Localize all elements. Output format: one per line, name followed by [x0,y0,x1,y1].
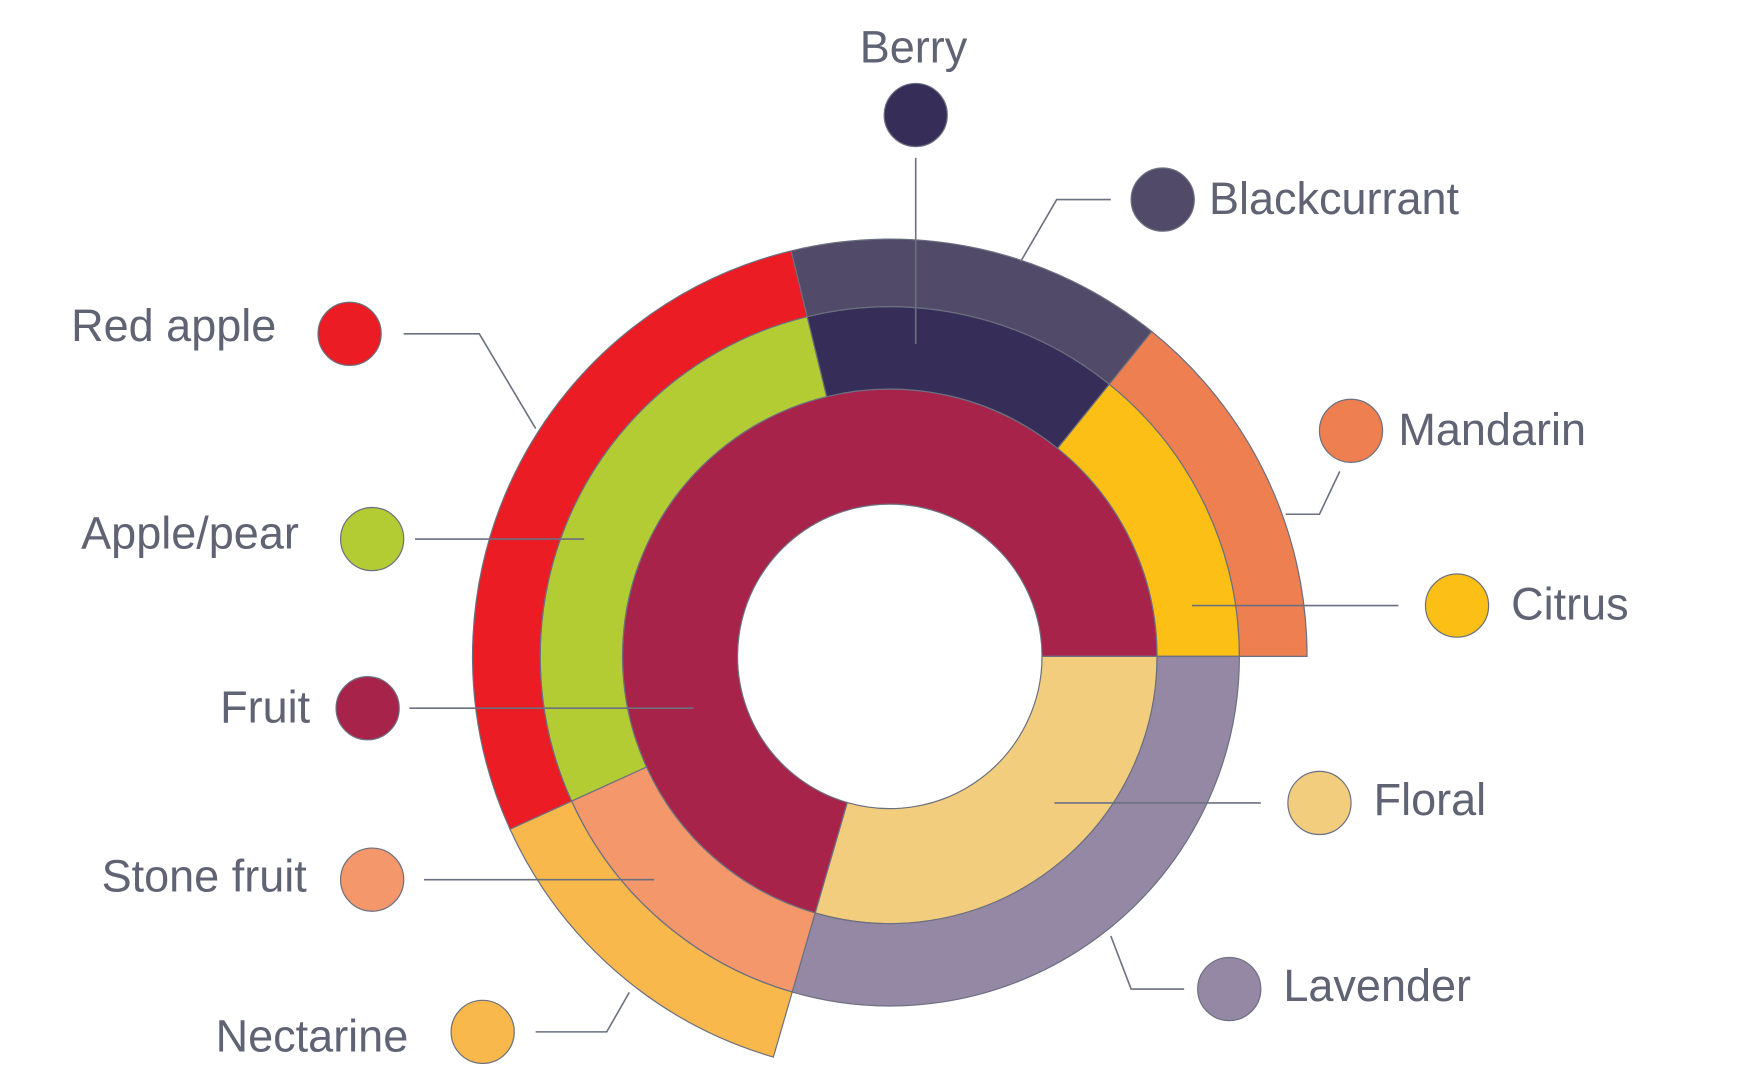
segment-label: Apple/pear [81,508,299,559]
leader-line [1285,471,1341,516]
legend-swatch [335,676,400,741]
legend-swatch [317,301,382,366]
legend-swatch [1130,167,1195,232]
legend-swatch [339,847,405,912]
leader-line [535,992,630,1033]
ring-segment [509,800,793,1058]
ring-segment [791,655,1240,1007]
leader-line [1110,935,1185,990]
legend-swatch [1197,956,1262,1022]
segment-label: Berry [860,22,968,73]
leader-line [1019,198,1111,263]
segment-label: Floral [1374,774,1487,825]
segment-label: Nectarine [216,1011,409,1062]
segment-label: Mandarin [1398,404,1586,455]
legend-swatch [883,82,948,148]
segment-label: Blackcurrant [1209,173,1460,224]
leader-line [403,333,537,429]
ring-segment [471,250,808,831]
segment-label: Lavender [1283,960,1471,1011]
segment-label: Citrus [1511,579,1629,630]
segment-label: Fruit [220,681,310,732]
legend-swatch [1424,573,1490,638]
legend-swatch [1318,398,1384,463]
legend-swatch [450,999,515,1065]
legend-swatch [339,506,405,572]
segment-label: Red apple [71,300,276,351]
legend-swatch [1287,770,1352,836]
segment-label: Stone fruit [102,851,308,902]
